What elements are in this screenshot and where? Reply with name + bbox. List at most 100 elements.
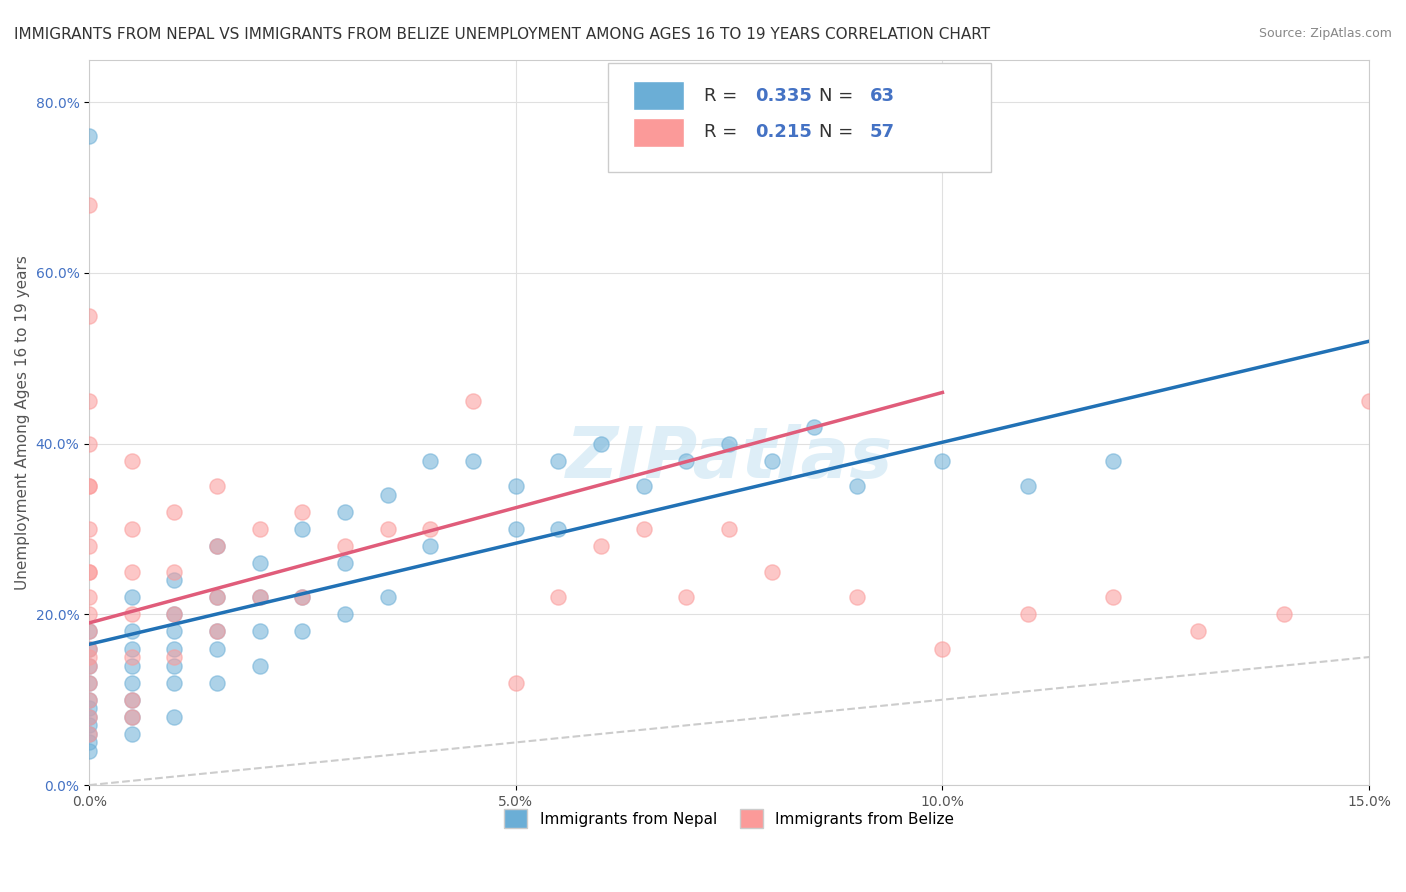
Point bbox=[377, 488, 399, 502]
Point bbox=[205, 624, 228, 639]
Point bbox=[121, 607, 143, 622]
Point bbox=[377, 591, 399, 605]
Point bbox=[121, 710, 143, 724]
Point bbox=[931, 454, 953, 468]
Point bbox=[77, 641, 100, 656]
Point bbox=[249, 522, 271, 536]
Point bbox=[547, 454, 569, 468]
Point bbox=[803, 419, 825, 434]
Point bbox=[249, 591, 271, 605]
Point bbox=[761, 565, 783, 579]
Point bbox=[77, 701, 100, 715]
Point bbox=[77, 710, 100, 724]
Point bbox=[77, 522, 100, 536]
Point bbox=[333, 539, 356, 553]
Point bbox=[249, 556, 271, 570]
Text: R =: R = bbox=[703, 87, 742, 105]
Y-axis label: Unemployment Among Ages 16 to 19 years: Unemployment Among Ages 16 to 19 years bbox=[15, 255, 30, 590]
Point bbox=[163, 641, 186, 656]
Point bbox=[77, 197, 100, 211]
Point bbox=[77, 658, 100, 673]
Point bbox=[205, 675, 228, 690]
Point bbox=[121, 692, 143, 706]
Point bbox=[77, 539, 100, 553]
Point bbox=[77, 735, 100, 749]
Point bbox=[77, 692, 100, 706]
Point bbox=[591, 436, 613, 450]
Text: 63: 63 bbox=[870, 87, 894, 105]
Point bbox=[205, 591, 228, 605]
Point bbox=[333, 556, 356, 570]
Point bbox=[205, 539, 228, 553]
Point bbox=[633, 522, 655, 536]
Text: 0.335: 0.335 bbox=[755, 87, 811, 105]
Legend: Immigrants from Nepal, Immigrants from Belize: Immigrants from Nepal, Immigrants from B… bbox=[496, 802, 962, 836]
Point bbox=[121, 454, 143, 468]
Point bbox=[291, 591, 314, 605]
Point bbox=[77, 479, 100, 493]
FancyBboxPatch shape bbox=[633, 81, 685, 111]
Point bbox=[761, 454, 783, 468]
Point bbox=[163, 607, 186, 622]
Point bbox=[846, 479, 869, 493]
Point bbox=[121, 591, 143, 605]
Point bbox=[77, 650, 100, 665]
Point bbox=[1187, 624, 1209, 639]
Point bbox=[419, 539, 441, 553]
Point bbox=[77, 479, 100, 493]
Point bbox=[291, 624, 314, 639]
Text: 57: 57 bbox=[870, 123, 894, 141]
Point bbox=[718, 522, 741, 536]
Point bbox=[121, 710, 143, 724]
Text: R =: R = bbox=[703, 123, 742, 141]
Point bbox=[505, 479, 527, 493]
Point bbox=[77, 129, 100, 144]
Point bbox=[718, 436, 741, 450]
Point bbox=[249, 624, 271, 639]
Point bbox=[121, 522, 143, 536]
FancyBboxPatch shape bbox=[633, 118, 685, 146]
Point bbox=[591, 539, 613, 553]
Point bbox=[1017, 479, 1039, 493]
Text: ZIPatlas: ZIPatlas bbox=[565, 424, 893, 493]
Point bbox=[77, 718, 100, 732]
Point bbox=[333, 607, 356, 622]
Point bbox=[291, 505, 314, 519]
Point bbox=[121, 624, 143, 639]
Point bbox=[163, 624, 186, 639]
Point bbox=[1358, 394, 1381, 409]
Point bbox=[205, 479, 228, 493]
Point bbox=[547, 591, 569, 605]
Point bbox=[205, 641, 228, 656]
Point bbox=[77, 624, 100, 639]
Point bbox=[77, 394, 100, 409]
Point bbox=[163, 565, 186, 579]
Text: N =: N = bbox=[818, 87, 859, 105]
Point bbox=[77, 727, 100, 741]
Point bbox=[419, 522, 441, 536]
Point bbox=[463, 454, 485, 468]
Point bbox=[205, 591, 228, 605]
Point bbox=[291, 522, 314, 536]
Point bbox=[163, 710, 186, 724]
Point bbox=[77, 624, 100, 639]
Point bbox=[463, 394, 485, 409]
Point bbox=[77, 727, 100, 741]
Point bbox=[121, 727, 143, 741]
Point bbox=[163, 607, 186, 622]
Point bbox=[249, 591, 271, 605]
Point bbox=[205, 624, 228, 639]
Point bbox=[77, 692, 100, 706]
Point bbox=[163, 505, 186, 519]
Text: IMMIGRANTS FROM NEPAL VS IMMIGRANTS FROM BELIZE UNEMPLOYMENT AMONG AGES 16 TO 19: IMMIGRANTS FROM NEPAL VS IMMIGRANTS FROM… bbox=[14, 27, 990, 42]
Text: Source: ZipAtlas.com: Source: ZipAtlas.com bbox=[1258, 27, 1392, 40]
Point bbox=[77, 710, 100, 724]
Point bbox=[77, 675, 100, 690]
Point bbox=[505, 675, 527, 690]
Point bbox=[121, 641, 143, 656]
Point bbox=[1272, 607, 1295, 622]
Point bbox=[121, 658, 143, 673]
Text: 0.215: 0.215 bbox=[755, 123, 811, 141]
Point bbox=[377, 522, 399, 536]
Point bbox=[77, 744, 100, 758]
